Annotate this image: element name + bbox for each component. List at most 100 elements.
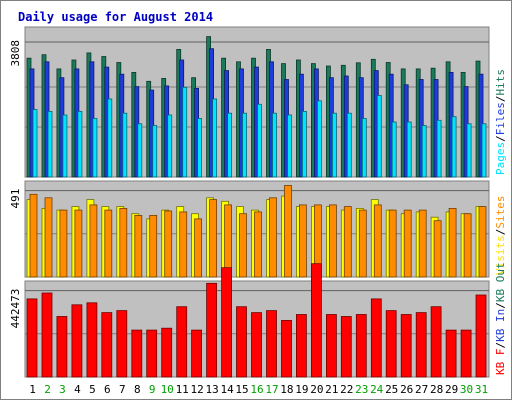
bar-pages-8 [137, 123, 143, 178]
bar-kb-f-27 [415, 312, 427, 378]
bar-sites-5 [89, 204, 98, 278]
bar-pages-30 [466, 123, 472, 178]
bar-sites-15 [239, 213, 247, 278]
legend-separator: / [494, 96, 507, 103]
x-tick-label: 25 [385, 383, 398, 396]
x-tick-label: 8 [134, 383, 141, 396]
bar-kb-f-21 [325, 314, 337, 378]
bar-sites-31 [478, 206, 487, 278]
bar-pages-14 [227, 112, 233, 178]
bar-kb-f-10 [161, 327, 173, 378]
bar-sites-21 [328, 204, 337, 278]
bar-pages-11 [182, 86, 188, 178]
x-tick-label: 14 [220, 383, 234, 396]
x-tick-label: 1 [29, 383, 36, 396]
bar-kb-f-19 [295, 314, 307, 378]
bar-pages-29 [451, 116, 457, 178]
bar-sites-7 [119, 207, 128, 278]
x-axis-labels: 1 2 3 4 5 6 7 8 9 10 11 12 13 14 15 16 17 18 19 20 21 22 23 24 2… [29, 383, 488, 396]
bar-pages-5 [92, 118, 98, 178]
chart-panels: 3808Pages/Files/Hits491Visits/Sites44247… [9, 26, 507, 378]
bar-sites-30 [463, 213, 472, 278]
bar-kb-f-25 [385, 310, 397, 378]
bar-sites-18 [284, 185, 292, 278]
y-max-label: 491 [9, 189, 22, 209]
x-tick-label: 7 [119, 383, 126, 396]
bar-sites-13 [209, 199, 218, 278]
bar-sites-3 [59, 209, 68, 278]
bar-kb-f-30 [460, 329, 472, 378]
x-tick-label: 31 [475, 383, 488, 396]
x-tick-label: 9 [149, 383, 156, 396]
bar-pages-20 [316, 100, 322, 178]
bar-kb-f-6 [101, 312, 113, 378]
bar-sites-22 [343, 206, 352, 278]
bar-sites-8 [134, 214, 143, 278]
bar-sites-17 [269, 197, 277, 278]
bar-kb-f-18 [281, 319, 292, 378]
legend-separator: / [494, 229, 507, 236]
bar-sites-19 [298, 204, 307, 278]
bar-kb-f-11 [176, 306, 188, 378]
bar-sites-6 [104, 209, 113, 278]
bar-pages-25 [391, 121, 397, 178]
panel-3: 442473 KB F/KB In/KB Out [9, 262, 507, 378]
bar-sites-29 [448, 207, 457, 278]
bar-pages-15 [242, 112, 247, 178]
bar-pages-13 [212, 98, 218, 178]
legend-kb-f: KB F [494, 349, 507, 376]
bar-pages-28 [436, 119, 442, 178]
bar-pages-7 [122, 112, 128, 178]
bar-sites-27 [418, 209, 427, 278]
bar-sites-9 [149, 214, 158, 278]
bar-pages-2 [47, 111, 53, 178]
y-max-label: 3808 [9, 40, 22, 67]
x-tick-label: 15 [235, 383, 248, 396]
x-tick-label: 28 [430, 383, 443, 396]
x-tick-label: 19 [295, 383, 308, 396]
legend-panel-3: KB F/KB In/KB Out [494, 262, 507, 375]
bar-kb-f-4 [71, 304, 83, 378]
bar-sites-25 [388, 209, 397, 278]
bar-pages-27 [421, 125, 427, 178]
bar-kb-f-24 [370, 298, 382, 378]
bar-kb-f-31 [475, 294, 487, 378]
bar-kb-f-15 [236, 306, 247, 378]
bar-pages-22 [346, 112, 352, 178]
legend-panel-1: Pages/Files/Hits [494, 69, 507, 175]
bar-pages-31 [481, 123, 487, 178]
x-tick-label: 5 [89, 383, 96, 396]
bar-pages-1 [32, 109, 38, 178]
bar-sites-11 [179, 211, 188, 278]
bar-kb-f-28 [430, 306, 442, 378]
bar-kb-f-12 [191, 329, 203, 378]
x-tick-label: 20 [310, 383, 323, 396]
bar-pages-12 [197, 118, 203, 178]
bar-sites-16 [254, 211, 262, 278]
y-max-label: 442473 [9, 289, 22, 329]
bar-pages-4 [77, 111, 83, 178]
bar-pages-18 [287, 114, 292, 178]
x-tick-label: 2 [44, 383, 51, 396]
bar-sites-10 [164, 210, 173, 278]
bar-sites-12 [194, 218, 203, 278]
legend-separator: / [494, 342, 507, 349]
bar-sites-14 [224, 204, 233, 278]
x-tick-label: 13 [205, 383, 218, 396]
x-tick-label: 17 [265, 383, 278, 396]
bar-sites-1 [29, 193, 38, 278]
bar-kb-f-7 [116, 310, 128, 378]
bar-sites-4 [74, 209, 83, 278]
x-tick-label: 6 [104, 383, 111, 396]
x-tick-label: 11 [176, 383, 189, 396]
x-tick-label: 10 [161, 383, 174, 396]
bar-kb-f-20 [310, 263, 322, 378]
x-tick-label: 4 [74, 383, 81, 396]
bar-kb-f-2 [41, 292, 53, 378]
bar-pages-3 [62, 114, 68, 178]
x-tick-label: 18 [280, 383, 293, 396]
x-tick-label: 16 [250, 383, 263, 396]
bar-kb-f-14 [221, 267, 233, 378]
panel-2: 491 Visits/Sites [9, 180, 507, 278]
chart-title: Daily usage for August 2014 [18, 10, 213, 24]
